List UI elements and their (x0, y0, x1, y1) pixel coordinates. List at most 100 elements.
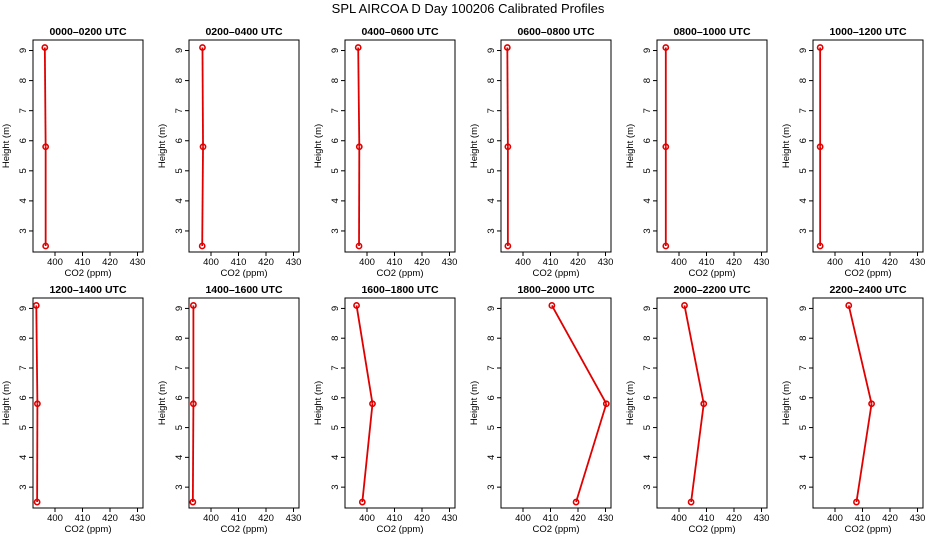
plot-frame (188, 39, 300, 253)
x-axis-label: CO2 (ppm) (533, 524, 580, 535)
profile-line-segment (855, 403, 873, 503)
profile-line-segment (355, 305, 374, 404)
panel-title: 0400–0600 UTC (361, 26, 438, 38)
panels-grid: 0000–0200 UTC 400 410 420 430 3 4 5 6 7 8 9 CO2 (ppm… (1, 26, 925, 535)
plot-frame (812, 297, 924, 509)
panel-title: 0200–0400 UTC (205, 26, 282, 38)
y-axis-label: Height (m) (469, 381, 480, 425)
data-point (504, 242, 512, 250)
y-tick-label: 7 (18, 108, 29, 113)
y-tick-label: 7 (18, 365, 29, 370)
profile-line-segment (357, 47, 361, 147)
profile-line-segment (575, 403, 608, 503)
x-tick-label: 410 (699, 257, 715, 268)
y-tick-label: 9 (486, 306, 497, 311)
y-tick-label: 6 (486, 395, 497, 400)
y-tick-label: 7 (642, 108, 653, 113)
x-tick-label: 430 (598, 257, 614, 268)
y-axis-label: Height (m) (781, 381, 792, 425)
x-tick-label: 430 (286, 513, 302, 524)
y-tick-label: 3 (798, 485, 809, 490)
x-axis-label: CO2 (ppm) (65, 268, 112, 279)
y-tick-label: 4 (18, 198, 29, 203)
y-tick-label: 6 (330, 395, 341, 400)
data-point (662, 44, 670, 51)
y-tick-label: 4 (486, 455, 497, 460)
data-point (42, 143, 50, 151)
data-point (548, 302, 556, 309)
y-axis-label: Height (m) (313, 381, 324, 425)
y-tick-label: 8 (174, 78, 185, 83)
x-tick-label: 420 (570, 257, 586, 268)
y-tick-label: 9 (174, 48, 185, 53)
x-tick-label: 420 (414, 257, 430, 268)
y-tick-label: 6 (18, 138, 29, 143)
panel-title: 1600–1800 UTC (361, 284, 438, 296)
y-tick-label: 3 (486, 485, 497, 490)
y-tick-label: 8 (798, 78, 809, 83)
data-point (199, 44, 206, 51)
profile-line-segment (35, 305, 39, 404)
y-tick-label: 4 (798, 198, 809, 203)
data-point (853, 498, 860, 506)
x-tick-label: 410 (75, 257, 91, 268)
x-axis-label: CO2 (ppm) (65, 524, 112, 535)
x-tick-label: 400 (203, 513, 219, 524)
profile-line-segment (847, 305, 873, 404)
x-tick-label: 430 (286, 257, 302, 268)
x-axis-label: CO2 (ppm) (689, 268, 736, 279)
y-axis-label: Height (m) (313, 124, 324, 168)
y-tick-label: 7 (486, 365, 497, 370)
profile-panel: 0800–1000 UTC 400 410 420 430 3 4 5 6 7 8 9 CO2 (ppm… (625, 26, 769, 279)
x-axis-label: CO2 (ppm) (845, 524, 892, 535)
plot-frame (32, 39, 144, 253)
y-tick-label: 8 (174, 336, 185, 341)
y-tick-label: 5 (174, 425, 185, 430)
y-tick-label: 7 (174, 108, 185, 113)
data-point (816, 44, 824, 51)
y-tick-label: 5 (486, 168, 497, 173)
x-tick-label: 430 (130, 513, 146, 524)
y-tick-label: 8 (330, 336, 341, 341)
data-point (845, 302, 853, 309)
y-tick-label: 3 (330, 228, 341, 233)
data-point (353, 302, 360, 309)
x-tick-label: 400 (203, 257, 219, 268)
y-tick-label: 8 (642, 336, 653, 341)
x-axis-label: CO2 (ppm) (377, 268, 424, 279)
y-tick-label: 3 (174, 228, 185, 233)
y-axis-label: Height (m) (157, 381, 168, 425)
data-point (358, 498, 366, 506)
y-tick-label: 4 (18, 455, 29, 460)
x-tick-label: 430 (910, 257, 926, 268)
y-tick-label: 5 (18, 425, 29, 430)
x-tick-label: 400 (827, 257, 843, 268)
profile-panel: 0400–0600 UTC 400 410 420 430 3 4 5 6 7 8 9 CO2 (ppm… (313, 26, 457, 279)
profile-line-segment (690, 403, 705, 503)
y-tick-label: 5 (330, 168, 341, 173)
y-tick-label: 9 (486, 48, 497, 53)
y-tick-label: 5 (642, 425, 653, 430)
y-tick-label: 7 (486, 108, 497, 113)
plot-frame (344, 39, 456, 253)
profile-line-segment (361, 403, 374, 503)
data-point (700, 400, 708, 408)
profile-panel: 0200–0400 UTC 400 410 420 430 3 4 5 6 7 8 9 CO2 (ppm… (157, 26, 301, 279)
y-tick-label: 5 (18, 168, 29, 173)
data-point (33, 498, 41, 506)
data-point (189, 302, 197, 309)
data-point (34, 400, 41, 408)
x-tick-label: 430 (910, 513, 926, 524)
x-tick-label: 420 (258, 257, 274, 268)
y-tick-label: 6 (642, 395, 653, 400)
x-tick-label: 430 (130, 257, 146, 268)
y-tick-label: 6 (486, 138, 497, 143)
x-tick-label: 420 (570, 513, 586, 524)
profile-line-segment (191, 403, 195, 503)
y-tick-label: 5 (174, 168, 185, 173)
panel-title: 1200–1400 UTC (49, 284, 126, 296)
profile-line-segment (551, 305, 608, 405)
y-tick-label: 5 (642, 168, 653, 173)
y-tick-label: 9 (330, 306, 341, 311)
